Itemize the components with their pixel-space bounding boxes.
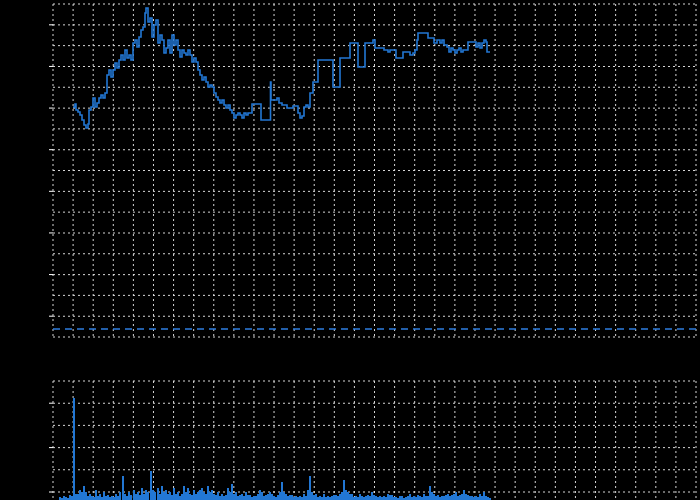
price-panel: [49, 3, 697, 338]
volume-bars: [59, 398, 491, 500]
price-panel-grid: [49, 3, 697, 338]
price-step-line: [73, 7, 490, 129]
volume-panel-grid: [49, 380, 697, 500]
volume-panel: [49, 380, 697, 500]
